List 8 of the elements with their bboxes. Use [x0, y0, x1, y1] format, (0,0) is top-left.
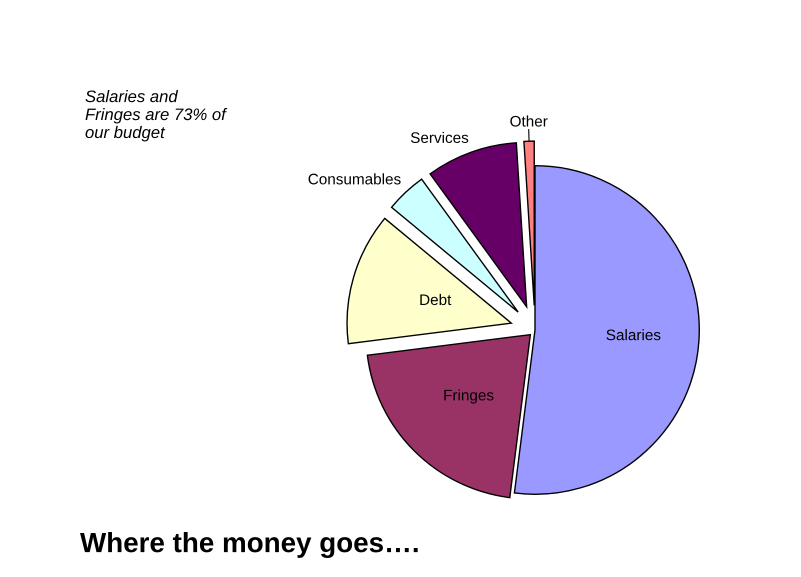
text: Salaries and Fringes are 73% of our budget: [85, 90, 228, 142]
slice-label: Services: [410, 132, 468, 144]
slice-label: Consumables: [308, 173, 401, 184]
slice-label: Other: [510, 115, 548, 127]
slice-label: Fringes: [444, 389, 494, 404]
text: Where the money goes….: [80, 532, 418, 558]
slice-label: Salaries: [606, 329, 660, 340]
slice-label: Debt: [420, 294, 452, 306]
